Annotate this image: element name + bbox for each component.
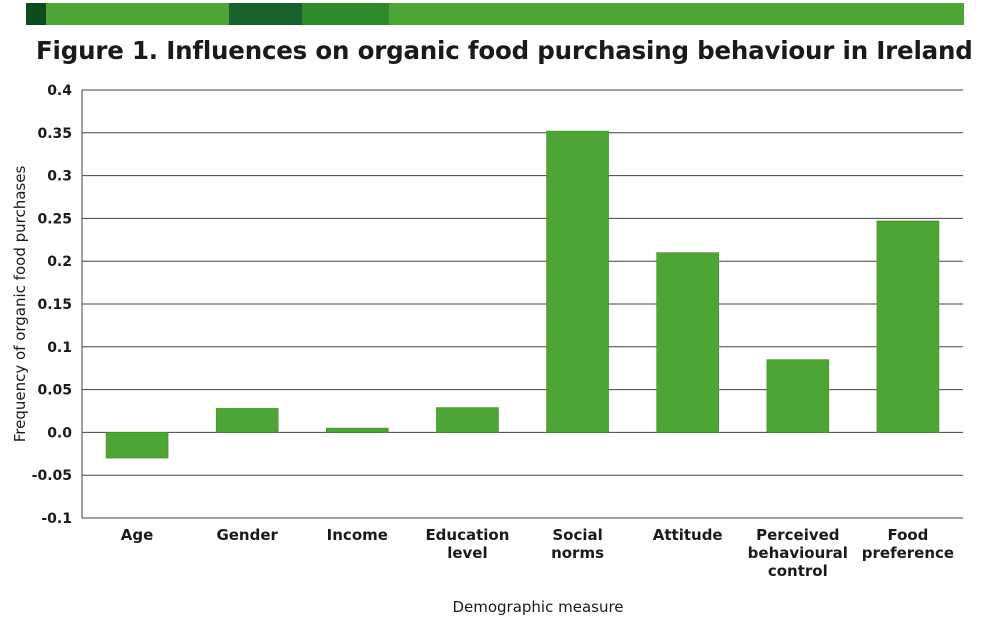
y-tick-label: 0.3 xyxy=(47,169,72,185)
x-category-label: Social norms xyxy=(551,526,604,562)
y-tick-label: 0.05 xyxy=(37,383,72,399)
x-category-label: Gender xyxy=(216,526,278,544)
x-category-label: Food preference xyxy=(862,526,954,562)
bar xyxy=(766,359,830,433)
header-band-segment xyxy=(229,3,302,25)
y-tick-label: 0.25 xyxy=(37,211,72,227)
x-axis-title: Demographic measure xyxy=(452,598,623,616)
bar xyxy=(105,432,169,459)
x-category-label: Income xyxy=(327,526,388,544)
x-category-labels: Age Gender Income Education level Social norms… xyxy=(121,526,954,580)
header-band-segment xyxy=(302,3,389,25)
figure-title: Figure 1. Influences on organic food pur… xyxy=(36,36,973,65)
x-category-label: Age xyxy=(121,526,154,544)
y-tick-label: 0.1 xyxy=(47,340,72,356)
y-tick-label: -0.1 xyxy=(41,511,72,527)
header-color-band xyxy=(26,3,964,25)
bar xyxy=(656,252,719,433)
gridlines xyxy=(81,89,963,519)
header-band-segment xyxy=(389,3,964,25)
bar xyxy=(546,130,609,433)
bars xyxy=(105,130,940,459)
y-tick-label: 0.4 xyxy=(47,83,72,99)
y-tick-label: 0.0 xyxy=(47,425,72,441)
bar xyxy=(436,407,499,433)
y-tick-label: 0.15 xyxy=(37,297,72,313)
bar xyxy=(876,220,940,433)
y-tick-label: 0.35 xyxy=(37,126,72,142)
x-category-label: Perceived behavioural control xyxy=(748,526,848,580)
x-category-label: Education level xyxy=(425,526,509,562)
y-axis-title: Frequency of organic food purchases xyxy=(11,166,29,443)
bar xyxy=(326,427,389,433)
y-tick-label: 0.2 xyxy=(47,254,72,270)
header-band-segment xyxy=(46,3,229,25)
y-tick-labels: -0.1 -0.05 0.0 0.05 0.1 0.15 0.2 0.25 0.3 0.35 0.4 xyxy=(32,83,73,527)
bar xyxy=(215,408,279,433)
header-band-segment xyxy=(26,3,46,25)
y-tick-label: -0.05 xyxy=(32,468,72,484)
x-category-label: Attitude xyxy=(653,526,723,544)
